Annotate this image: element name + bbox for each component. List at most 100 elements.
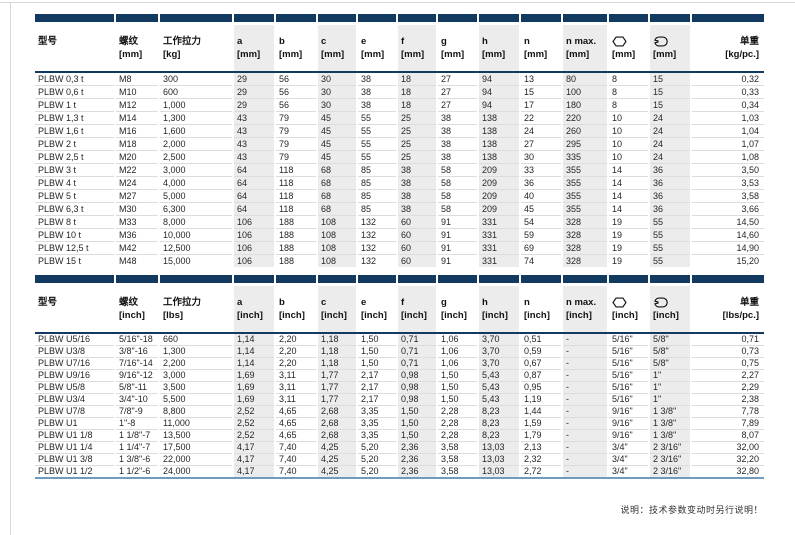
cell-working-load: 2,500 (159, 150, 234, 164)
cell-a: 2,52 (233, 417, 276, 430)
cell-hex-size: 8 (608, 98, 650, 112)
cell-working-load: 2,000 (159, 137, 234, 151)
cell-hex-size: 14 (608, 189, 650, 203)
cell-e: 132 (357, 241, 398, 255)
col-header-label: e (361, 36, 367, 47)
cell-a: 43 (233, 124, 276, 138)
cell-f: 0,98 (397, 381, 438, 394)
cell-f: 18 (397, 72, 438, 86)
cell-model: PLBW U1 1/2 (35, 465, 116, 479)
table-row: PLBW 6,3 t M30 6,300 64 118 68 85 38 58 209 45 355 1… (35, 202, 764, 216)
cell-wrench-size: 1 3/8" (649, 429, 692, 442)
table-row: PLBW U9/16 9/16"-12 3,000 1,69 3,11 1,77 2,17 0… (35, 369, 764, 382)
cell-working-load: 660 (159, 333, 234, 346)
cell-unit-weight: 0,33 (691, 85, 764, 99)
col-header-unit: [mm] (653, 49, 677, 60)
cell-n-max: - (562, 429, 609, 442)
cell-n-max: - (562, 393, 609, 406)
cell-f: 60 (397, 215, 438, 229)
col-header-label: h (482, 297, 488, 308)
col-header-label: b (279, 297, 285, 308)
table-row: PLBW 15 t M48 15,000 106 188 108 132 60 91 331 74 3… (35, 254, 764, 267)
cell-thread: 1 3/8"-6 (115, 453, 160, 466)
cell-n: 1,59 (520, 417, 563, 430)
cell-b: 4,65 (275, 417, 318, 430)
cell-n-max: - (562, 345, 609, 358)
page-left-rule (10, 2, 11, 535)
cell-c: 108 (317, 228, 358, 242)
cell-n: 22 (520, 111, 563, 125)
cell-g: 3,58 (437, 453, 479, 466)
cell-unit-weight: 0,75 (691, 357, 764, 370)
cell-unit-weight: 0,34 (691, 98, 764, 112)
cell-n-max: - (562, 333, 609, 346)
cell-thread: M36 (115, 228, 160, 242)
cell-n-max: 328 (562, 228, 609, 242)
cell-n-max: - (562, 381, 609, 394)
metric-spec-table: 型号 螺纹 [mm] 工作拉力 [kg] a [mm] b [mm] c [mm] e [mm] f [mm… (35, 14, 764, 267)
cell-b: 56 (275, 85, 318, 99)
cell-h: 331 (478, 215, 521, 229)
cell-f: 2,36 (397, 441, 438, 454)
cell-n-max: 220 (562, 111, 609, 125)
cell-unit-weight: 15,20 (691, 254, 764, 267)
wrench-icon (654, 297, 668, 308)
col-header-f: f [mm] (397, 23, 438, 73)
cell-n: 0,51 (520, 333, 563, 346)
col-header-e: e [mm] (357, 23, 398, 73)
col-header-unit: [inch] (524, 310, 550, 321)
col-header-thread: 螺纹 [inch] (115, 284, 160, 334)
cell-c: 1,77 (317, 369, 358, 382)
cell-c: 108 (317, 254, 358, 267)
col-header-label: n max. (566, 36, 597, 47)
col-header-unit: [lbs/pc.] (722, 310, 759, 321)
cell-g: 91 (437, 241, 479, 255)
cell-b: 2,20 (275, 333, 318, 346)
cell-hex-size: 14 (608, 202, 650, 216)
cell-unit-weight: 2,27 (691, 369, 764, 382)
cell-wrench-size: 15 (649, 98, 692, 112)
cell-thread: 3/8"-16 (115, 345, 160, 358)
cell-f: 60 (397, 254, 438, 267)
cell-working-load: 12,500 (159, 241, 234, 255)
cell-c: 30 (317, 85, 358, 99)
cell-unit-weight: 1,03 (691, 111, 764, 125)
cell-e: 85 (357, 176, 398, 190)
col-header-unit: [inch] (566, 310, 592, 321)
cell-working-load: 11,000 (159, 417, 234, 430)
table-row: PLBW 3 t M22 3,000 64 118 68 85 38 58 209 33 355 14 3… (35, 163, 764, 177)
cell-b: 7,40 (275, 453, 318, 466)
col-header-unit: [lbs] (163, 310, 184, 321)
cell-f: 25 (397, 124, 438, 138)
cell-e: 55 (357, 124, 398, 138)
cell-n: 27 (520, 137, 563, 151)
cell-n: 2,13 (520, 441, 563, 454)
cell-h: 8,23 (478, 429, 521, 442)
cell-model: PLBW U1 1/4 (35, 441, 116, 454)
cell-b: 7,40 (275, 441, 318, 454)
cell-model: PLBW 12,5 t (35, 241, 116, 255)
cell-c: 1,77 (317, 393, 358, 406)
cell-n-max: 328 (562, 241, 609, 255)
cell-thread: M16 (115, 124, 160, 138)
cell-a: 64 (233, 163, 276, 177)
cell-thread: M22 (115, 163, 160, 177)
col-header-unit: [mm] (612, 49, 636, 60)
cell-hex-size: 9/16" (608, 429, 650, 442)
cell-c: 30 (317, 98, 358, 112)
col-header-unit: [inch] (401, 310, 427, 321)
cell-c: 68 (317, 202, 358, 216)
col-header-label: 型号 (38, 36, 58, 47)
table-row: PLBW 1,3 t M14 1,300 43 79 45 55 25 38 138 22 220 10… (35, 111, 764, 125)
cell-g: 1,50 (437, 393, 479, 406)
cell-unit-weight: 2,38 (691, 393, 764, 406)
col-header-label: 螺纹 (119, 36, 139, 47)
cell-n-max: 328 (562, 254, 609, 267)
table-row: PLBW U7/16 7/16"-14 2,200 1,14 2,20 1,18 1,50 0… (35, 357, 764, 370)
cell-n-max: 260 (562, 124, 609, 138)
cell-b: 3,11 (275, 369, 318, 382)
col-header-unit: [kg] (163, 49, 181, 60)
cell-hex-size: 14 (608, 176, 650, 190)
table-row: PLBW 2 t M18 2,000 43 79 45 55 25 38 138 27 295 10 24… (35, 137, 764, 151)
cell-g: 1,06 (437, 345, 479, 358)
